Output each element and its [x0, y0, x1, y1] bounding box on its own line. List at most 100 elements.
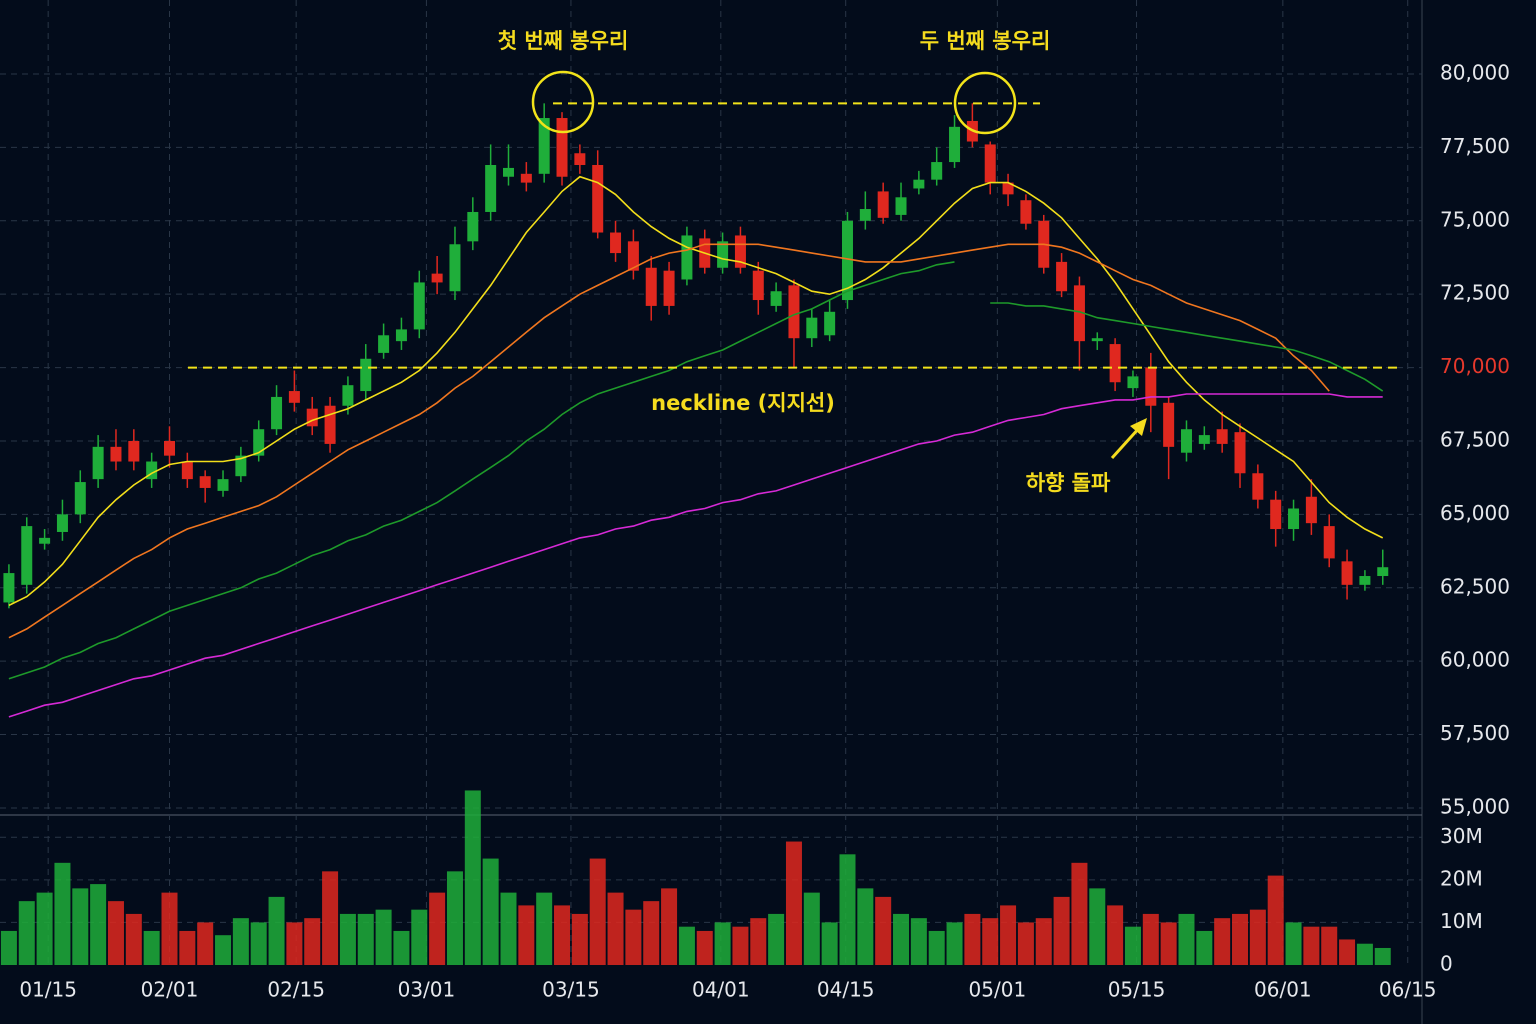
volume-bar	[625, 909, 642, 965]
candle-body	[610, 232, 622, 254]
volume-bar	[464, 790, 481, 965]
volume-bar	[125, 913, 142, 965]
candle-body	[1180, 429, 1192, 453]
peak-circle	[531, 70, 595, 134]
volume-bar	[500, 892, 517, 965]
volume-bar	[1321, 926, 1338, 965]
y2-tick-label: 10M	[1440, 909, 1483, 933]
volume-bar	[250, 922, 267, 965]
candle-body	[3, 573, 15, 603]
candle-body	[306, 408, 318, 427]
x-tick-label: 04/15	[817, 978, 875, 1002]
y-tick-label: 65,000	[1440, 501, 1510, 525]
candle-body	[734, 235, 746, 268]
volume-bar	[143, 930, 160, 965]
candle-body	[1127, 376, 1139, 389]
candle-body	[841, 220, 853, 301]
candle-body	[1252, 473, 1264, 500]
volume-bar	[554, 905, 571, 965]
volume-bar	[90, 884, 107, 965]
volume-bar	[732, 926, 749, 965]
candle-body	[574, 153, 586, 165]
candle-body	[824, 311, 836, 336]
volume-bar	[197, 922, 214, 965]
candle-body	[1109, 344, 1121, 383]
candle-body	[984, 144, 996, 183]
volume-bar	[946, 922, 963, 965]
y-tick-label: 77,500	[1440, 134, 1510, 158]
volume-bar	[1089, 888, 1106, 965]
neckline-label: neckline (지지선)	[651, 391, 835, 415]
volume-bar	[304, 918, 321, 965]
volume-bar	[661, 888, 678, 965]
y-tick-label: 70,000	[1440, 354, 1510, 378]
volume-bar	[571, 913, 588, 965]
volume-bar	[714, 922, 731, 965]
candle-body	[1359, 576, 1371, 585]
candle-body	[1056, 261, 1068, 292]
volume-bar	[589, 858, 606, 965]
volume-bar	[803, 892, 820, 965]
candle-body	[681, 235, 693, 280]
candle-body	[1216, 429, 1228, 444]
volume-bar	[1196, 930, 1213, 965]
volume-bar	[1267, 875, 1284, 965]
candle-body	[1002, 182, 1014, 195]
y-tick-label: 75,000	[1440, 207, 1510, 231]
volume-bar	[1339, 939, 1356, 965]
volume-bar	[1000, 905, 1017, 965]
y2-tick-label: 20M	[1440, 866, 1483, 890]
x-tick-label: 01/15	[19, 978, 77, 1002]
y2-tick-label: 30M	[1440, 824, 1483, 848]
peak-circle	[953, 71, 1017, 135]
volume-bar	[1303, 926, 1320, 965]
candle-body	[288, 391, 300, 403]
volume-bar	[982, 918, 999, 965]
candle-body	[1073, 285, 1085, 342]
candle-body	[788, 285, 800, 339]
candle-body	[128, 440, 140, 462]
y2-tick-label: 0	[1440, 952, 1453, 976]
volume-bar	[518, 905, 535, 965]
x-tick-label: 06/01	[1254, 978, 1312, 1002]
volume-bar	[875, 896, 892, 965]
volume-bar	[1356, 943, 1373, 965]
volume-bar	[357, 913, 374, 965]
peak-label: 두 번째 봉우리	[920, 29, 1051, 53]
volume-bar	[607, 892, 624, 965]
candle-body	[627, 241, 639, 271]
candle-body	[74, 482, 86, 515]
candle-body	[520, 173, 532, 183]
volume-bar	[910, 918, 927, 965]
candle-body	[92, 446, 104, 480]
volume-bar	[411, 909, 428, 965]
volume-bar	[1285, 922, 1302, 965]
volume-bar	[678, 926, 695, 965]
candle-body	[217, 479, 229, 491]
volume-bar	[1124, 926, 1141, 965]
candle-body	[1234, 432, 1246, 474]
breakout-label: 하향 돌파	[1026, 471, 1111, 495]
candle-body	[39, 537, 51, 544]
y-tick-label: 67,500	[1440, 427, 1510, 451]
volume-bar	[232, 918, 249, 965]
volume-bar	[928, 930, 945, 965]
volume-bar	[1232, 913, 1249, 965]
volume-bar	[750, 918, 767, 965]
candle-body	[645, 267, 657, 306]
volume-bar	[429, 892, 446, 965]
candle-body	[1198, 435, 1210, 444]
candle-body	[1163, 402, 1175, 447]
volume-bar	[1017, 922, 1034, 965]
candle-body	[1323, 526, 1335, 559]
candle-body	[431, 273, 443, 283]
candle-body	[56, 514, 68, 532]
candle-body	[502, 167, 514, 177]
volume-bar	[643, 901, 660, 965]
volume-bar	[482, 858, 499, 965]
candle-body	[717, 241, 729, 268]
candle-body	[949, 126, 961, 163]
candle-body	[770, 291, 782, 306]
peak-label: 첫 번째 봉우리	[498, 29, 629, 53]
